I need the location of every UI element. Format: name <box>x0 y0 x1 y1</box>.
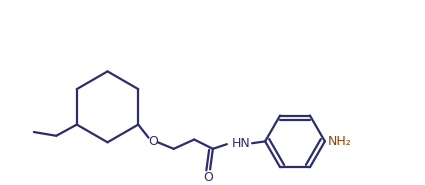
Text: O: O <box>203 171 213 184</box>
Text: NH₂: NH₂ <box>328 135 351 148</box>
Text: HN: HN <box>232 137 250 150</box>
Text: O: O <box>148 135 158 148</box>
